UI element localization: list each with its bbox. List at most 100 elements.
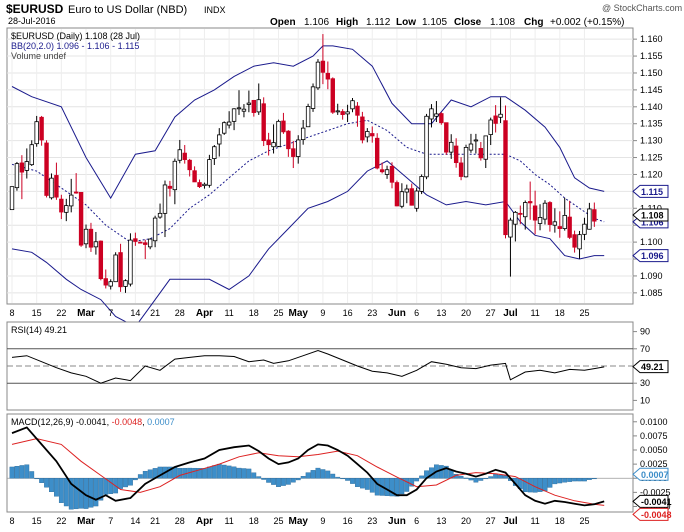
macd-histogram-bar xyxy=(142,470,148,479)
date-tick-label: 22 xyxy=(56,308,66,318)
macd-histogram-bar xyxy=(438,465,444,479)
candle-body xyxy=(468,143,474,151)
macd-histogram-bar xyxy=(399,478,405,495)
bb-lower-callout-box xyxy=(632,249,669,263)
date-tick-label: 16 xyxy=(343,516,353,526)
date-tick-label: 20 xyxy=(461,516,471,526)
candle-body xyxy=(320,60,326,73)
bb-upper-callout: 1.115 xyxy=(641,187,663,197)
candle-body xyxy=(365,131,370,138)
macd-histogram-bar xyxy=(216,463,222,479)
macd-histogram-bar xyxy=(591,478,597,480)
macd-histogram-bar xyxy=(532,478,538,493)
candle-body xyxy=(162,184,168,214)
candle-body xyxy=(572,234,577,248)
macd-histogram-bar xyxy=(256,476,262,479)
macd-histogram-bar xyxy=(118,478,123,489)
macd-callout: -0.0041 xyxy=(641,497,672,507)
macd-histogram-bar xyxy=(39,478,45,483)
date-tick-label: Apr xyxy=(196,516,213,527)
high-label: High xyxy=(336,17,358,28)
candle-body xyxy=(157,212,163,218)
macd-tick-label: 0.0050 xyxy=(640,445,668,455)
candle-body xyxy=(503,120,508,236)
candle-body xyxy=(207,159,212,186)
macd-histogram-bar xyxy=(567,478,573,482)
macd-histogram-bar xyxy=(261,478,267,480)
macd-signal-line xyxy=(11,438,605,506)
date-tick-label: 7 xyxy=(108,516,113,526)
date-tick-label: 13 xyxy=(436,308,446,318)
macd-histogram-bar xyxy=(290,478,296,483)
candle-body xyxy=(419,176,424,192)
date-tick-label: Jun xyxy=(388,308,406,319)
candle-body xyxy=(532,205,538,221)
candle-body xyxy=(118,252,123,288)
candle-body xyxy=(370,133,375,137)
date-tick-label: 21 xyxy=(150,516,160,526)
candle-body xyxy=(54,175,59,198)
macd-histogram-bar xyxy=(58,478,64,503)
candle-body xyxy=(330,78,335,113)
rsi-callout: 49.21 xyxy=(641,362,664,372)
macd-histogram-bar xyxy=(305,472,311,479)
date-tick-label: 8 xyxy=(9,308,14,318)
macd-histogram-bar xyxy=(128,478,133,486)
price-tick-label: 1.150 xyxy=(640,68,663,78)
candle-body xyxy=(547,202,553,225)
candle-body xyxy=(434,113,439,117)
price-tick-label: 1.085 xyxy=(640,288,663,298)
macd-histogram-bar xyxy=(63,478,69,507)
bb-lower-line xyxy=(11,160,605,328)
candle-body xyxy=(147,238,153,248)
macd-histogram-bar xyxy=(522,478,528,493)
candle-body xyxy=(192,170,197,183)
date-tick-label: 25 xyxy=(579,516,589,526)
copyright-label: @ StockCharts.com xyxy=(602,3,682,13)
candle-body xyxy=(152,217,158,242)
date-tick-label: 14 xyxy=(130,308,140,318)
candle-body xyxy=(103,278,108,286)
macd-histogram-bar xyxy=(577,478,582,482)
macd-histogram-bar xyxy=(24,464,30,479)
candle-body xyxy=(394,182,400,207)
macd-histogram-bar xyxy=(315,467,321,479)
candle-body xyxy=(98,240,104,280)
price-tick-label: 1.090 xyxy=(640,271,663,281)
macd-histogram-bar xyxy=(206,466,212,479)
date-tick-label: 18 xyxy=(555,308,565,318)
macd-histogram-bar xyxy=(34,478,40,480)
date-tick-label: 28 xyxy=(175,308,185,318)
macd-histogram-bar xyxy=(345,478,350,481)
rsi-panel: 103050709049.21 RSI(14) 49.21 xyxy=(6,321,669,411)
candle-body xyxy=(478,148,484,159)
candle-body xyxy=(463,146,469,178)
bb-middle-line xyxy=(11,119,605,243)
macd-histogram-bar xyxy=(463,477,469,479)
macd-histogram-bar xyxy=(394,478,400,497)
macd-histogram-bar xyxy=(355,478,360,487)
macd-histogram-bar xyxy=(547,478,553,488)
macd-histogram-bar xyxy=(285,478,291,485)
candle-body xyxy=(458,162,464,177)
macd-histogram-bar xyxy=(498,474,503,479)
macd-histogram-bar xyxy=(325,470,331,479)
bb-legend: BB(20,2.0) 1.096 - 1.106 - 1.115 xyxy=(11,41,139,51)
price-tick-label: 1.155 xyxy=(640,51,663,61)
date-tick-label: Mar xyxy=(77,308,95,319)
macd-histogram-bar xyxy=(271,478,276,485)
date-tick-label: 22 xyxy=(56,516,66,526)
bb-lower-callout: 1.096 xyxy=(641,251,664,261)
macd-histogram-bar xyxy=(409,478,415,487)
price-legend: $EURUSD (Daily) 1.108 (28 Jul) xyxy=(11,31,140,41)
macd-tick-label: -0.0025 xyxy=(640,487,671,497)
candle-body xyxy=(508,219,513,238)
candle-body xyxy=(360,116,365,141)
price-tick-label: 1.110 xyxy=(640,203,662,213)
candle-body xyxy=(34,121,39,145)
candle-body xyxy=(424,115,429,178)
candle-body xyxy=(399,191,405,207)
macd-legend-signal: -0.0048 xyxy=(112,417,143,427)
macd-histogram-bar xyxy=(177,468,183,479)
candle-body xyxy=(305,106,311,128)
